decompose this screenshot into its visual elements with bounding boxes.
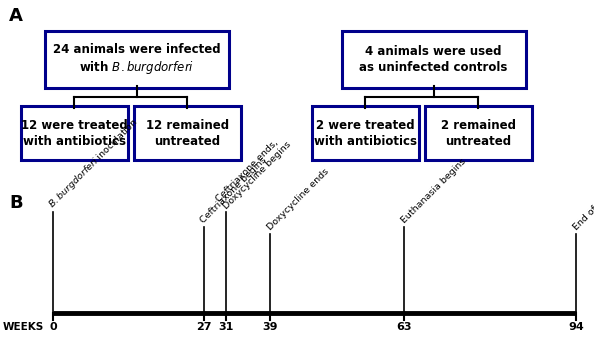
Text: Euthanasia begins: Euthanasia begins — [399, 157, 467, 225]
Text: WEEKS: WEEKS — [3, 322, 44, 332]
Text: 94: 94 — [568, 322, 584, 332]
FancyBboxPatch shape — [425, 106, 532, 160]
Text: 31: 31 — [218, 322, 233, 332]
Text: 39: 39 — [263, 322, 278, 332]
Text: Doxycycline ends: Doxycycline ends — [266, 167, 331, 232]
Text: 63: 63 — [396, 322, 412, 332]
Text: B: B — [9, 194, 23, 212]
FancyBboxPatch shape — [21, 106, 128, 160]
Text: Ceftriaxone begins: Ceftriaxone begins — [199, 156, 268, 225]
Text: 12 remained
untreated: 12 remained untreated — [146, 119, 229, 148]
Text: End of study: End of study — [571, 184, 594, 232]
Text: 2 remained
untreated: 2 remained untreated — [441, 119, 516, 148]
FancyBboxPatch shape — [342, 31, 526, 88]
FancyBboxPatch shape — [134, 106, 241, 160]
Text: 24 animals were infected
with $\it{B. burgdorferi}$: 24 animals were infected with $\it{B. bu… — [53, 42, 220, 76]
FancyBboxPatch shape — [312, 106, 419, 160]
Text: 12 were treated
with antibiotics: 12 were treated with antibiotics — [21, 119, 128, 148]
Text: 27: 27 — [196, 322, 211, 332]
FancyBboxPatch shape — [45, 31, 229, 88]
Text: Ceftriaxone ends,
Doxycycline begins: Ceftriaxone ends, Doxycycline begins — [214, 132, 292, 211]
Text: $\it{B. burgdorferi}$ inoculation: $\it{B. burgdorferi}$ inoculation — [46, 116, 141, 211]
Text: 4 animals were used
as uninfected controls: 4 animals were used as uninfected contro… — [359, 45, 508, 74]
Text: 2 were treated
with antibiotics: 2 were treated with antibiotics — [314, 119, 417, 148]
Text: A: A — [9, 7, 23, 25]
Text: 0: 0 — [50, 322, 57, 332]
